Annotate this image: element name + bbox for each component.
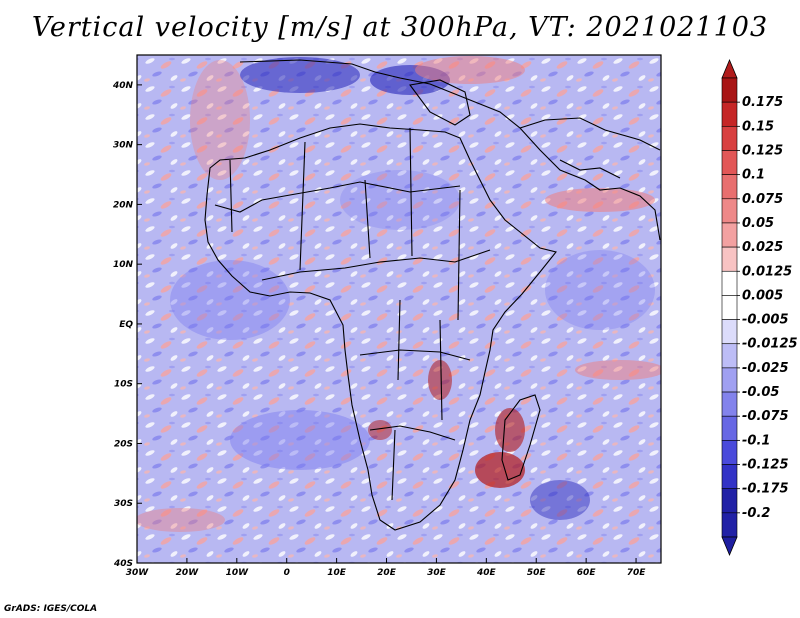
lon-tick-label: 20E bbox=[377, 568, 397, 578]
colorbar-label: -0.1 bbox=[742, 433, 770, 448]
vertical-velocity-field bbox=[137, 55, 661, 563]
colorbar-label: 0.025 bbox=[742, 240, 783, 255]
colorbar-label: 0.05 bbox=[742, 216, 774, 231]
lon-tick-label: 70E bbox=[627, 568, 647, 578]
lat-tick-label: 10N bbox=[113, 260, 134, 270]
lon-tick-label: 30W bbox=[126, 568, 150, 578]
colorbar-swatch bbox=[721, 246, 738, 272]
field-feature bbox=[495, 408, 525, 452]
lat-tick-label: 40N bbox=[112, 81, 134, 91]
colorbar-swatch bbox=[721, 343, 738, 369]
field-feature bbox=[575, 360, 661, 380]
colorbar-label: 0.1 bbox=[742, 168, 765, 183]
colorbar-swatch bbox=[721, 319, 738, 345]
lat-tick-label: 40S bbox=[113, 559, 133, 569]
grads-credit: GrADS: IGES/COLA bbox=[4, 604, 98, 614]
lon-tick-label: 30E bbox=[427, 568, 447, 578]
colorbar: 0.175 0.15 0.125 0.1 0.075 0.05 0.025 0.0125 0.0… bbox=[721, 58, 798, 557]
lon-tick-label: 0 bbox=[284, 568, 290, 578]
lat-tick-label: 20N bbox=[113, 200, 134, 210]
map-plot-area bbox=[137, 55, 661, 563]
lon-tick-label: 20W bbox=[176, 568, 200, 578]
colorbar-label: -0.005 bbox=[742, 313, 789, 328]
field-feature bbox=[368, 420, 392, 440]
colorbar-swatch bbox=[721, 440, 738, 465]
lat-tick-label: 10S bbox=[114, 380, 133, 390]
colorbar-swatch bbox=[721, 488, 738, 514]
colorbar-swatch bbox=[721, 464, 738, 489]
colorbar-swatch bbox=[721, 77, 738, 103]
field-feature bbox=[137, 508, 225, 532]
lat-tick-label: EQ bbox=[119, 320, 133, 330]
colorbar-label: -0.025 bbox=[742, 361, 789, 376]
colorbar-swatch bbox=[721, 198, 738, 224]
field-feature bbox=[475, 452, 525, 488]
colorbar-swatch bbox=[721, 126, 738, 151]
colorbar-top-arrow bbox=[721, 58, 738, 79]
colorbar-label: -0.2 bbox=[742, 506, 770, 521]
colorbar-label: 0.075 bbox=[742, 192, 783, 207]
plot-frame bbox=[136, 54, 662, 564]
lat-tick-label: 20S bbox=[114, 439, 133, 449]
latitude-axis: 40N 30N 20N 10N EQ 10S 20S 30S 40S bbox=[112, 81, 142, 569]
lon-tick-label: 50E bbox=[527, 568, 547, 578]
field-feature bbox=[415, 56, 525, 84]
colorbar-label: -0.0125 bbox=[742, 337, 798, 352]
colorbar-swatch bbox=[721, 270, 738, 296]
field-feature bbox=[530, 480, 590, 520]
field-feature bbox=[340, 170, 460, 230]
field-feature bbox=[428, 360, 452, 400]
lon-tick-label: 10W bbox=[226, 568, 250, 578]
colorbar-swatch bbox=[721, 391, 738, 417]
colorbar-swatch bbox=[721, 367, 738, 393]
field-feature bbox=[170, 260, 290, 340]
colorbar-swatch bbox=[721, 174, 738, 200]
coastlines bbox=[204, 59, 661, 531]
colorbar-bottom-arrow bbox=[721, 536, 738, 557]
lat-tick-label: 30N bbox=[113, 141, 134, 151]
lat-tick-label: 30S bbox=[114, 499, 133, 509]
field-features bbox=[137, 56, 661, 532]
colorbar-swatch bbox=[721, 512, 738, 538]
colorbar-label: -0.075 bbox=[742, 409, 789, 424]
colorbar-label: 0.005 bbox=[742, 288, 783, 303]
colorbar-label: 0.0125 bbox=[742, 264, 792, 279]
colorbar-label: -0.125 bbox=[742, 458, 789, 473]
field-feature bbox=[190, 60, 250, 180]
colorbar-swatch bbox=[721, 150, 738, 175]
colorbar-swatch bbox=[721, 222, 738, 248]
colorbar-swatch bbox=[721, 101, 738, 127]
colorbar-label: 0.175 bbox=[742, 95, 783, 110]
field-feature bbox=[545, 188, 655, 212]
colorbar-swatch bbox=[721, 415, 738, 441]
longitude-axis: 30W 20W 10W 0 10E 20E 30E 40E 50E 60E 70E bbox=[126, 558, 646, 578]
colorbar-label: -0.175 bbox=[742, 482, 789, 497]
field-feature bbox=[545, 250, 655, 330]
colorbar-label: 0.125 bbox=[742, 143, 783, 158]
colorbar-swatch bbox=[721, 295, 738, 320]
colorbar-label: -0.05 bbox=[742, 385, 779, 400]
lon-tick-label: 60E bbox=[577, 568, 597, 578]
lon-tick-label: 10E bbox=[327, 568, 347, 578]
lon-tick-label: 40E bbox=[476, 568, 497, 578]
field-feature bbox=[230, 410, 370, 470]
field-feature bbox=[240, 57, 360, 93]
colorbar-label: 0.15 bbox=[742, 119, 774, 134]
chart-title: Vertical velocity [m/s] at 300hPa, VT: 2… bbox=[31, 12, 769, 43]
